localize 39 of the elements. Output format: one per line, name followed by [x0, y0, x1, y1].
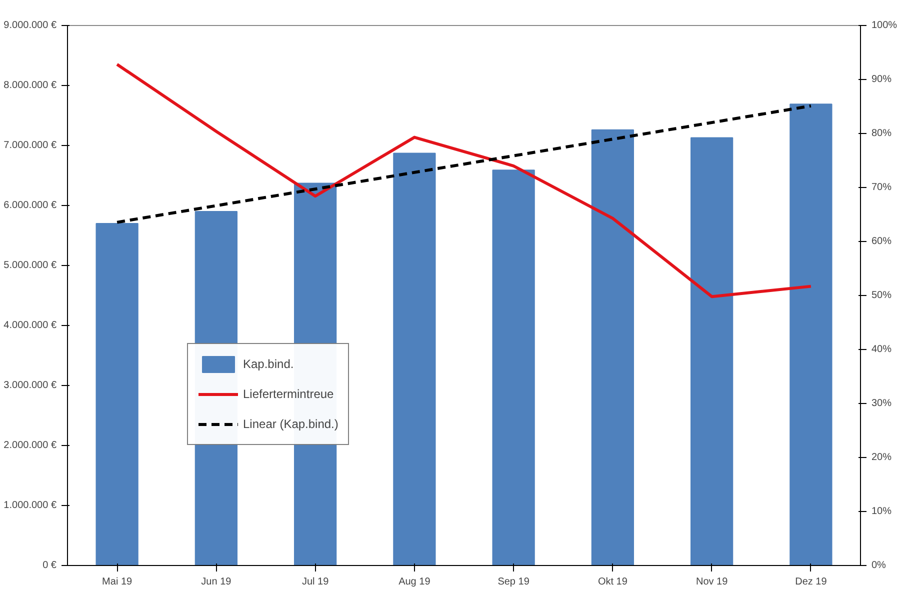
x-tick-label: Okt 19 [598, 576, 628, 588]
y2-tick-label: 90% [872, 74, 892, 85]
legend-label: Liefertermintreue [243, 387, 334, 401]
x-tick-label: Mai 19 [102, 576, 133, 588]
y-tick-label: 3.000.000 € [4, 380, 57, 391]
bar [393, 152, 436, 566]
line-series [116, 62, 812, 298]
x-tick-label: Dez 19 [795, 576, 828, 588]
y-tick-label: 4.000.000 € [4, 320, 57, 331]
y2-tick-label: 10% [872, 506, 892, 517]
x-tick-label: Nov 19 [696, 576, 728, 588]
y-tick-label: 7.000.000 € [4, 140, 57, 151]
x-tick-label: Jun 19 [201, 576, 232, 588]
x-tick-label: Sep 19 [498, 576, 530, 588]
legend-label: Kap.bind. [243, 357, 294, 371]
y2-tick-label: 80% [872, 128, 892, 139]
y2-tick-label: 0% [872, 560, 886, 571]
bar [790, 104, 832, 566]
y2-tick-label: 30% [872, 398, 892, 409]
y-tick-label: 8.000.000 € [4, 80, 57, 91]
y2-tick-label: 60% [872, 236, 892, 247]
y-tick-label: 5.000.000 € [4, 260, 57, 271]
y-tick-label: 9.000.000 € [4, 20, 57, 31]
x-tick-label: Jul 19 [302, 576, 330, 588]
bar [96, 223, 138, 566]
y-tick-label: 6.000.000 € [4, 200, 57, 211]
legend-label: Linear (Kap.bind.) [243, 417, 338, 431]
y2-tick-label: 70% [872, 182, 892, 193]
y-tick-label: 0 € [42, 560, 57, 571]
y-tick-label: 1.000.000 € [4, 500, 57, 511]
bar [492, 170, 535, 566]
y2-tick-label: 50% [872, 290, 892, 301]
y2-tick-label: 40% [872, 344, 892, 355]
y2-tick-label: 100% [872, 20, 898, 31]
bar [690, 137, 734, 566]
bar [591, 129, 634, 566]
x-tick-label: Aug 19 [398, 576, 431, 588]
y2-tick-label: 20% [872, 452, 892, 463]
y-tick-label: 2.000.000 € [4, 440, 57, 451]
